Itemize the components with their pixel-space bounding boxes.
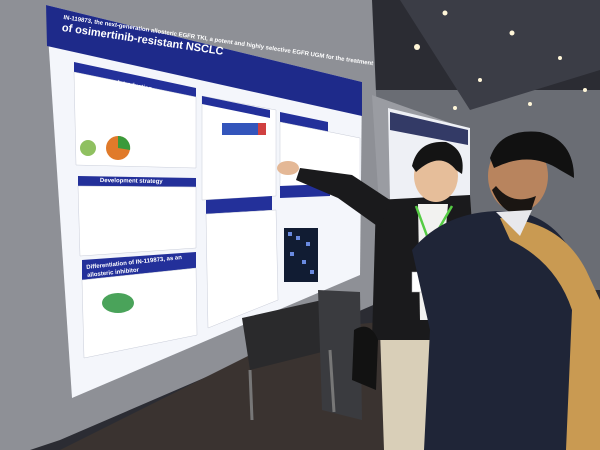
dev-header	[78, 176, 196, 187]
person-listening	[412, 131, 600, 450]
ceiling-lights	[233, 5, 587, 110]
hair-2	[490, 131, 574, 178]
far-poster-header	[390, 112, 468, 145]
ceiling-light	[478, 78, 482, 82]
ceiling-light	[583, 88, 587, 92]
development-strategy-label: Development strategy	[99, 178, 163, 186]
mid-panel-1	[201, 95, 277, 201]
intro-header	[74, 62, 196, 97]
ceiling-light	[528, 102, 532, 106]
shoulder-bag	[352, 326, 378, 390]
pie-slice	[118, 135, 131, 150]
collar	[496, 210, 532, 236]
mid-header-2	[206, 196, 272, 214]
ceiling-light	[558, 56, 562, 60]
dev-panel	[77, 185, 197, 257]
arm	[296, 168, 390, 228]
ceiling-light	[509, 30, 515, 36]
ceiling-beams	[400, 0, 600, 110]
ceiling-light	[442, 10, 448, 16]
hand	[277, 161, 299, 175]
backpack-strap	[500, 218, 600, 450]
heatmap-accent	[258, 123, 266, 135]
ceiling-light	[453, 106, 457, 110]
protein-structure	[102, 293, 134, 313]
right-header-1	[280, 112, 328, 132]
ceiling-light	[414, 44, 420, 50]
mid-panel-2	[205, 209, 279, 329]
pie-chart-small	[80, 140, 96, 156]
intro-panel	[73, 71, 197, 169]
diff-header	[82, 252, 196, 280]
poster-header	[46, 5, 362, 116]
microscopy-dots	[288, 232, 314, 274]
beard	[492, 186, 536, 215]
diff-panel	[81, 267, 198, 359]
navy-jacket	[412, 211, 592, 450]
hair	[412, 141, 463, 174]
mid-header-1	[202, 96, 270, 118]
heatmap-bar	[222, 123, 266, 135]
chair	[242, 290, 362, 421]
